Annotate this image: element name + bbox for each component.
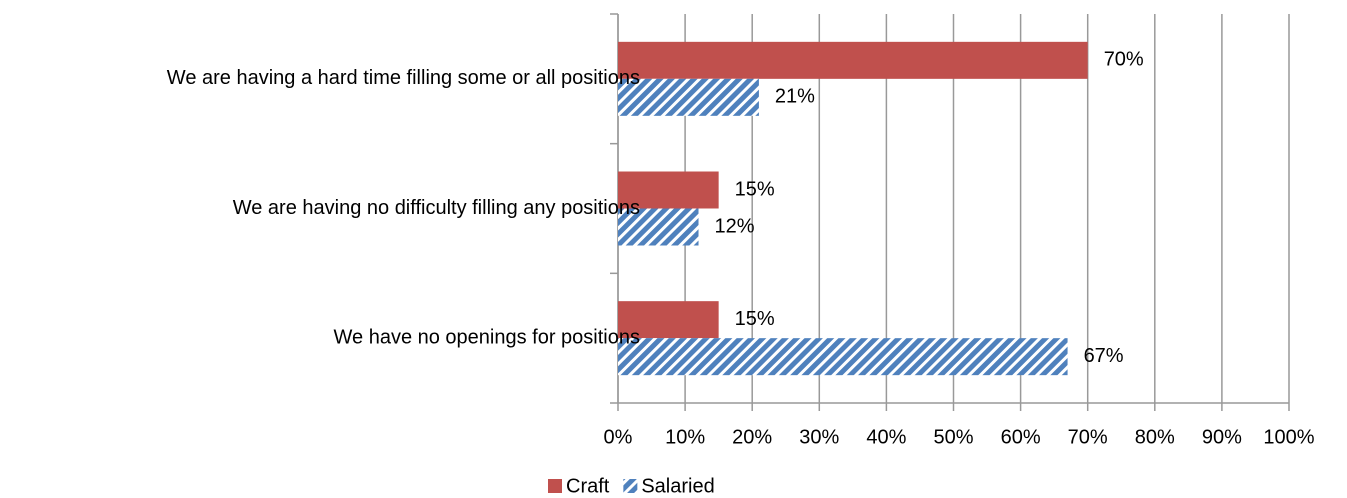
data-label: 67% (1084, 345, 1124, 367)
bar (618, 208, 699, 246)
data-label: 70% (1104, 49, 1144, 71)
bar (618, 171, 719, 209)
data-label: 15% (735, 308, 775, 330)
bar (618, 338, 1068, 376)
x-tick-label: 40% (866, 426, 906, 448)
legend-swatch (623, 479, 638, 493)
category-label: We are having a hard time filling some o… (167, 67, 640, 89)
data-label: 12% (715, 215, 755, 237)
x-tick-label: 90% (1202, 426, 1242, 448)
bar (618, 301, 719, 339)
legend-label: Craft (566, 475, 610, 497)
x-tick-label: 80% (1135, 426, 1175, 448)
x-tick-label: 50% (933, 426, 973, 448)
data-label: 15% (735, 178, 775, 200)
data-label: 21% (775, 86, 815, 108)
x-tick-label: 10% (665, 426, 705, 448)
x-tick-label: 30% (799, 426, 839, 448)
bar (618, 78, 759, 116)
x-tick-label: 60% (1001, 426, 1041, 448)
bar (618, 41, 1088, 79)
x-tick-label: 70% (1068, 426, 1108, 448)
x-tick-label: 0% (604, 426, 633, 448)
legend-label: Salaried (641, 475, 714, 497)
x-tick-label: 20% (732, 426, 772, 448)
category-label: We have no openings for positions (334, 326, 641, 348)
category-label: We are having no difficulty filling any … (233, 197, 640, 219)
x-tick-label: 100% (1263, 426, 1314, 448)
legend-swatch (548, 479, 562, 493)
